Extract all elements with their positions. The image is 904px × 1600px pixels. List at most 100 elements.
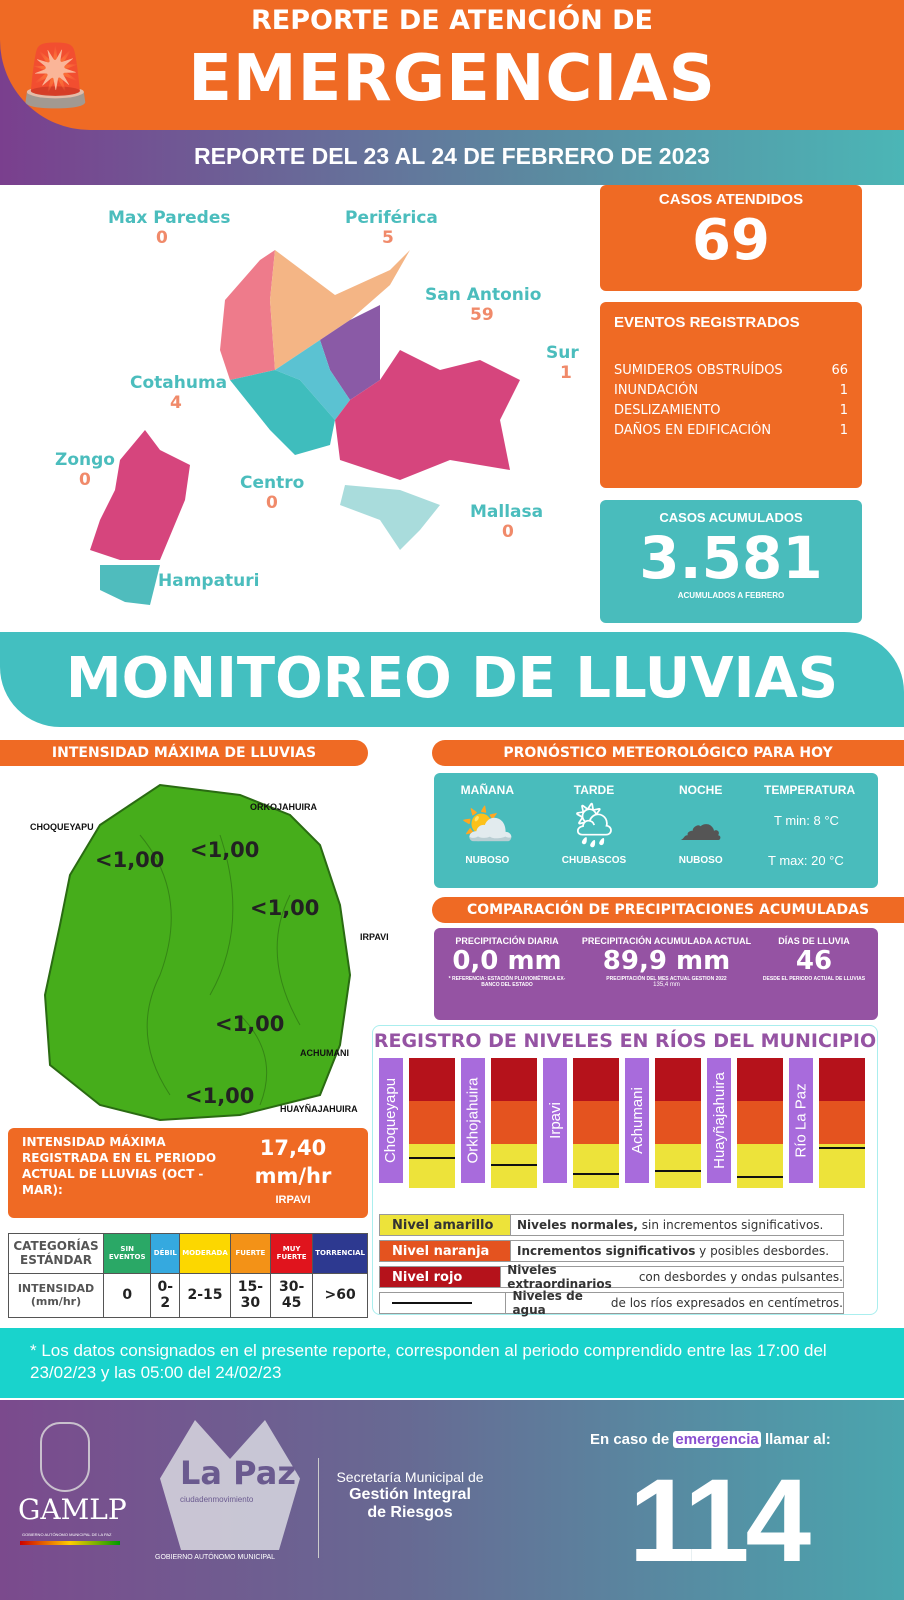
- title-line1: REPORTE DE ATENCIÓN DE: [251, 5, 653, 36]
- district-max-paredes[interactable]: [220, 250, 275, 380]
- call-post: llamar al:: [764, 1431, 831, 1448]
- legend-tag: Nivel naranja: [380, 1241, 510, 1261]
- max-intensity-station: IRPAVI: [275, 1194, 311, 1206]
- district-value: 0: [502, 522, 514, 542]
- category-name: DÉBIL: [150, 1233, 181, 1274]
- category-name: MODERADA: [179, 1233, 231, 1274]
- district-value: 0: [266, 493, 278, 513]
- legend-desc: sin incrementos significativos.: [637, 1218, 824, 1232]
- sun-rain-cloud-icon: 🌦: [566, 800, 622, 851]
- forecast-period: TARDE 🌦 CHUBASCOS: [541, 773, 648, 888]
- category-name: MUY FUERTE: [270, 1233, 314, 1274]
- station-value: <1,00: [215, 1012, 285, 1036]
- accum-value: 89,9 mm: [602, 946, 731, 976]
- daily-label: PRECIPITACIÓN DIARIA: [455, 936, 559, 946]
- river-level-line: [491, 1163, 537, 1166]
- temperature-min: T min: 8 °C: [774, 813, 839, 828]
- rivers-panel: REGISTRO DE NIVELES EN RÍOS DEL MUNICIPI…: [372, 1025, 878, 1317]
- river-label: Irpavi: [543, 1058, 567, 1183]
- category-range: 15-30: [229, 1272, 272, 1319]
- district-centro[interactable]: [275, 340, 350, 420]
- secretaria-line3: de Riesgos: [367, 1504, 453, 1521]
- district-label: San Antonio: [425, 285, 542, 305]
- daily-note: * REFERENCIA: ESTACIÓN PLUVIOMÉTRICA EX-…: [448, 976, 566, 988]
- station-value: <1,00: [190, 838, 260, 862]
- period-name: TARDE: [573, 783, 615, 797]
- district-zongo[interactable]: [90, 430, 190, 560]
- category-name: SIN EVENTOS: [102, 1233, 152, 1274]
- legend-tag: Nivel amarillo: [380, 1215, 510, 1235]
- call-highlight: emergencia: [673, 1431, 761, 1448]
- district-label: Mallasa: [470, 502, 544, 522]
- flag-stripe: [20, 1541, 120, 1545]
- title-line2: EMERGENCIAS: [188, 42, 716, 116]
- station-value: <1,00: [250, 896, 320, 920]
- river-level-line: [819, 1147, 865, 1149]
- max-intensity-label: INTENSIDAD MÁXIMA REGISTRADA EN EL PERIO…: [22, 1135, 217, 1197]
- category-name: TORRENCIAL: [312, 1233, 368, 1274]
- river-gauge: [409, 1058, 455, 1188]
- station-value: <1,00: [95, 848, 165, 872]
- secretaria-line1: Secretaría Municipal de: [336, 1469, 484, 1485]
- river-name: Irpavi: [546, 1102, 564, 1139]
- district-san-antonio[interactable]: [320, 305, 380, 400]
- event-name: SUMIDEROS OBSTRUÍDOS: [614, 363, 783, 378]
- river-level-line: [655, 1170, 701, 1173]
- rivers-title: REGISTRO DE NIVELES EN RÍOS DEL MUNICIPI…: [373, 1030, 877, 1052]
- district-sur[interactable]: [335, 350, 520, 480]
- footer: GAMLP GOBIERNO AUTÓNOMO MUNICIPAL DE LA …: [0, 1400, 904, 1600]
- legend-bold: Niveles de agua: [512, 1289, 583, 1317]
- gob-label: GOBIERNO AUTÓNOMO MUNICIPAL: [155, 1554, 276, 1561]
- event-name: INUNDACIÓN: [614, 383, 699, 398]
- category-range: 0: [102, 1272, 152, 1319]
- cases-label: CASOS ATENDIDOS: [658, 191, 804, 208]
- accumulated-label: CASOS ACUMULADOS: [659, 510, 803, 525]
- district-periferica[interactable]: [270, 250, 410, 370]
- river-label: Río La Paz: [789, 1058, 813, 1183]
- river-gauge: [491, 1058, 537, 1188]
- district-cotahuma[interactable]: [230, 370, 335, 455]
- district-value: 5: [382, 228, 394, 248]
- legend-text: Niveles extraordinarios con desbordes y …: [500, 1263, 843, 1291]
- legend-bold: Incrementos significativos: [517, 1244, 696, 1258]
- level-line-icon: [392, 1302, 472, 1304]
- event-value: 1: [839, 403, 848, 418]
- lapaz-logo-sub: ciudadenmovimiento: [180, 1495, 254, 1504]
- emergency-phone[interactable]: 114: [628, 1455, 811, 1587]
- district-value: 59: [470, 305, 494, 325]
- district-mallasa[interactable]: [340, 485, 440, 550]
- legend-desc: de los ríos expresados en centímetros.: [607, 1296, 843, 1310]
- events-label: EVENTOS REGISTRADOS: [614, 314, 800, 331]
- legend-desc: con desbordes y ondas pulsantes.: [635, 1270, 843, 1284]
- category-name: FUERTE: [229, 1233, 272, 1274]
- divider: [318, 1458, 319, 1558]
- temperature-max: T max: 20 °C: [768, 853, 844, 868]
- district-label: Periférica: [345, 208, 438, 228]
- river-label: Achumani: [625, 1058, 649, 1183]
- days-label: DÍAS DE LLUVIA: [778, 936, 850, 946]
- event-value: 1: [839, 423, 848, 438]
- legend-row: Nivel amarillo Niveles normales, sin incr…: [379, 1214, 844, 1236]
- cases-card: CASOS ATENDIDOS 69: [600, 185, 862, 291]
- basin-map: [43, 783, 352, 1122]
- event-value: 1: [839, 383, 848, 398]
- events-card: EVENTOS REGISTRADOS SUMIDEROS OBSTRUÍDOS…: [600, 302, 862, 488]
- monitoring-title: MONITOREO DE LLUVIAS: [65, 646, 839, 711]
- call-pre: En caso de: [590, 1431, 670, 1448]
- river-label: Choqueyapu: [379, 1058, 403, 1183]
- district-value: 4: [170, 393, 182, 413]
- accumulated-note: ACUMULADOS A FEBRERO: [677, 591, 785, 600]
- district-label: Hampaturi: [158, 571, 260, 591]
- header-title-band: [0, 0, 904, 130]
- accumulated-value: 3.581: [639, 524, 823, 592]
- district-hampaturi[interactable]: [100, 565, 160, 605]
- legend-bold: Niveles normales,: [517, 1218, 638, 1232]
- river-label: Huayñajahuira: [707, 1058, 731, 1183]
- max-intensity-unit: mm/hr: [254, 1164, 332, 1188]
- forecast-period: NOCHE ☁ NUBOSO: [647, 773, 754, 888]
- category-table: CATEGORÍAS ESTÁNDAR SIN EVENTOS DÉBIL MODER…: [8, 1233, 368, 1319]
- gamlp-sub: GOBIERNO AUTÓNOMO MUNICIPAL DE LA PAZ: [22, 1532, 112, 1537]
- river-name: Achumani: [628, 1087, 646, 1154]
- temperature-label: TEMPERATURA: [764, 783, 856, 797]
- event-name: DESLIZAMIENTO: [614, 403, 721, 418]
